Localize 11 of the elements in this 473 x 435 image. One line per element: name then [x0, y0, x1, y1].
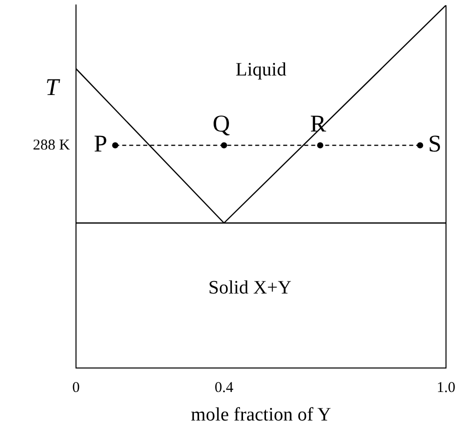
x-tick-label: 0: [72, 380, 80, 396]
x-axis-title: mole fraction of Y: [190, 404, 332, 426]
annotation: Solid X+Y: [208, 277, 292, 298]
x-tick-label: 1.0: [436, 380, 456, 396]
annotation: Liquid: [236, 60, 287, 81]
text: 288 K: [32, 137, 70, 154]
y-axis-title: T: [45, 75, 60, 102]
annotation: P: [94, 132, 108, 158]
annotation: Q: [212, 112, 230, 138]
x-tick-label: 0.4: [214, 380, 234, 396]
annotation: S: [428, 132, 442, 158]
